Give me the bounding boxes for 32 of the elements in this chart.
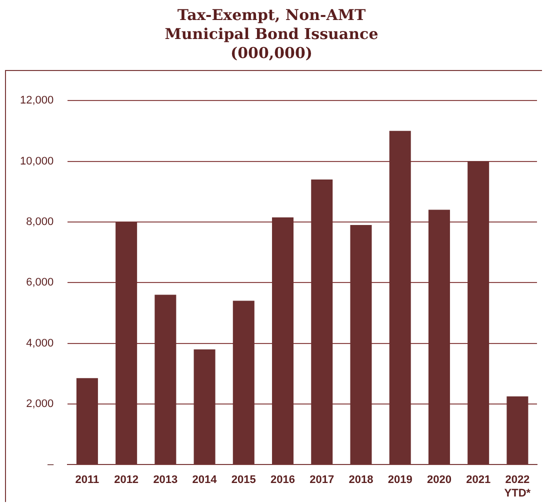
y-tick-label: – [48,458,55,471]
bar [116,222,138,464]
x-tick-label: 2017 [310,474,334,486]
x-tick-label: 2022 YTD* [504,474,532,500]
bar [350,224,372,464]
x-tick-label: 2015 [231,474,256,486]
y-tick-label: 10,000 [20,155,54,168]
bar [506,396,528,464]
x-tick-label: 2013 [153,474,178,486]
bar [311,179,333,464]
x-tick-label: 2019 [388,474,412,486]
x-tick-label: 2014 [192,474,218,486]
bar [76,378,98,464]
x-tick-label: 2016 [270,474,296,486]
y-tick-label: 4,000 [26,337,54,350]
chart-title: Tax-Exempt, Non-AMT Municipal Bond Issuance (000,000) [164,6,380,63]
x-tick-label: 2020 [426,474,452,486]
bar [232,300,254,464]
bar [272,217,294,464]
bar [468,161,490,464]
y-tick-label: 12,000 [20,94,54,107]
bar [428,210,450,464]
y-tick-label: 2,000 [26,398,54,410]
x-tick-label: 2021 [466,474,491,486]
y-tick-label: 6,000 [26,276,54,289]
y-tick-label: 8,000 [26,216,54,228]
bar [194,349,216,464]
x-tick-label: 2012 [114,474,139,486]
bar [154,294,176,464]
bar [389,130,411,464]
x-tick-label: 2011 [75,474,100,486]
x-tick-label: 2018 [348,474,374,486]
